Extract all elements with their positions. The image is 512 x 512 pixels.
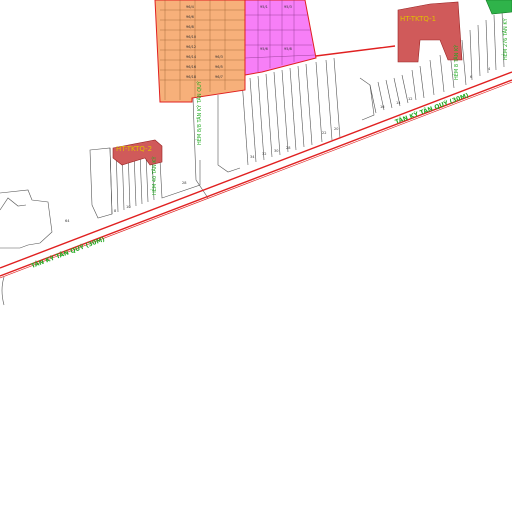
lane-label-center: HẺM 8/8 TÂN KỲ TÂN QUÝ bbox=[195, 80, 203, 145]
commercial-block-magenta bbox=[244, 0, 317, 76]
svg-text:14: 14 bbox=[396, 101, 401, 105]
svg-text:96/7: 96/7 bbox=[215, 75, 223, 79]
svg-text:28: 28 bbox=[286, 146, 290, 150]
zone-label-left: HT-TKTQ-2 bbox=[116, 145, 152, 153]
svg-text:32: 32 bbox=[262, 152, 266, 156]
svg-text:22: 22 bbox=[322, 131, 326, 135]
svg-text:6: 6 bbox=[470, 75, 472, 79]
svg-text:28: 28 bbox=[182, 181, 186, 185]
svg-text:96/6: 96/6 bbox=[186, 15, 194, 19]
green-park bbox=[485, 0, 512, 15]
svg-text:96/5: 96/5 bbox=[215, 65, 223, 69]
svg-text:95/6: 95/6 bbox=[260, 47, 268, 51]
zone-label-right: HT-TKTQ-1 bbox=[400, 15, 436, 23]
lot-numbers: 96/4 96/6 96/8 96/10 96/12 96/14 96/16 96/18… bbox=[65, 5, 491, 223]
svg-text:30: 30 bbox=[274, 149, 278, 153]
svg-text:20: 20 bbox=[334, 127, 338, 131]
zone-block-right bbox=[397, 1, 463, 63]
svg-text:64: 64 bbox=[65, 219, 70, 223]
svg-text:12: 12 bbox=[408, 97, 412, 101]
svg-text:95/3: 95/3 bbox=[284, 5, 292, 9]
lane-label-left: HẺM 40 TÂN KỲ bbox=[150, 156, 158, 195]
svg-text:96/14: 96/14 bbox=[186, 55, 197, 59]
zone-block-left bbox=[112, 139, 163, 166]
road-label-main-left: TÂN KỲ TÂN QUÝ (30M) bbox=[30, 236, 106, 270]
svg-text:96/8: 96/8 bbox=[186, 25, 194, 29]
svg-text:96/10: 96/10 bbox=[186, 35, 196, 39]
svg-text:95/8: 95/8 bbox=[284, 47, 292, 51]
road-label-main-right: TÂN KỲ TÂN QUÝ (30M) bbox=[394, 92, 470, 126]
main-road bbox=[0, 45, 512, 279]
svg-text:95/1: 95/1 bbox=[260, 5, 268, 9]
svg-text:10: 10 bbox=[126, 205, 130, 209]
svg-text:16: 16 bbox=[380, 105, 384, 109]
svg-text:4: 4 bbox=[488, 67, 491, 71]
lane-label-far-right: HẺM 276 TÂN KỲ bbox=[501, 17, 509, 60]
svg-text:96/12: 96/12 bbox=[186, 45, 196, 49]
svg-text:96/4: 96/4 bbox=[186, 5, 195, 9]
lane-label-right: HẺM 8 TÂN KỲ bbox=[452, 44, 460, 80]
svg-text:96/16: 96/16 bbox=[186, 65, 196, 69]
svg-text:8: 8 bbox=[114, 209, 116, 213]
svg-text:34: 34 bbox=[250, 155, 255, 159]
svg-text:96/3: 96/3 bbox=[215, 55, 223, 59]
svg-text:96/18: 96/18 bbox=[186, 75, 196, 79]
residential-block-orange bbox=[154, 0, 246, 103]
